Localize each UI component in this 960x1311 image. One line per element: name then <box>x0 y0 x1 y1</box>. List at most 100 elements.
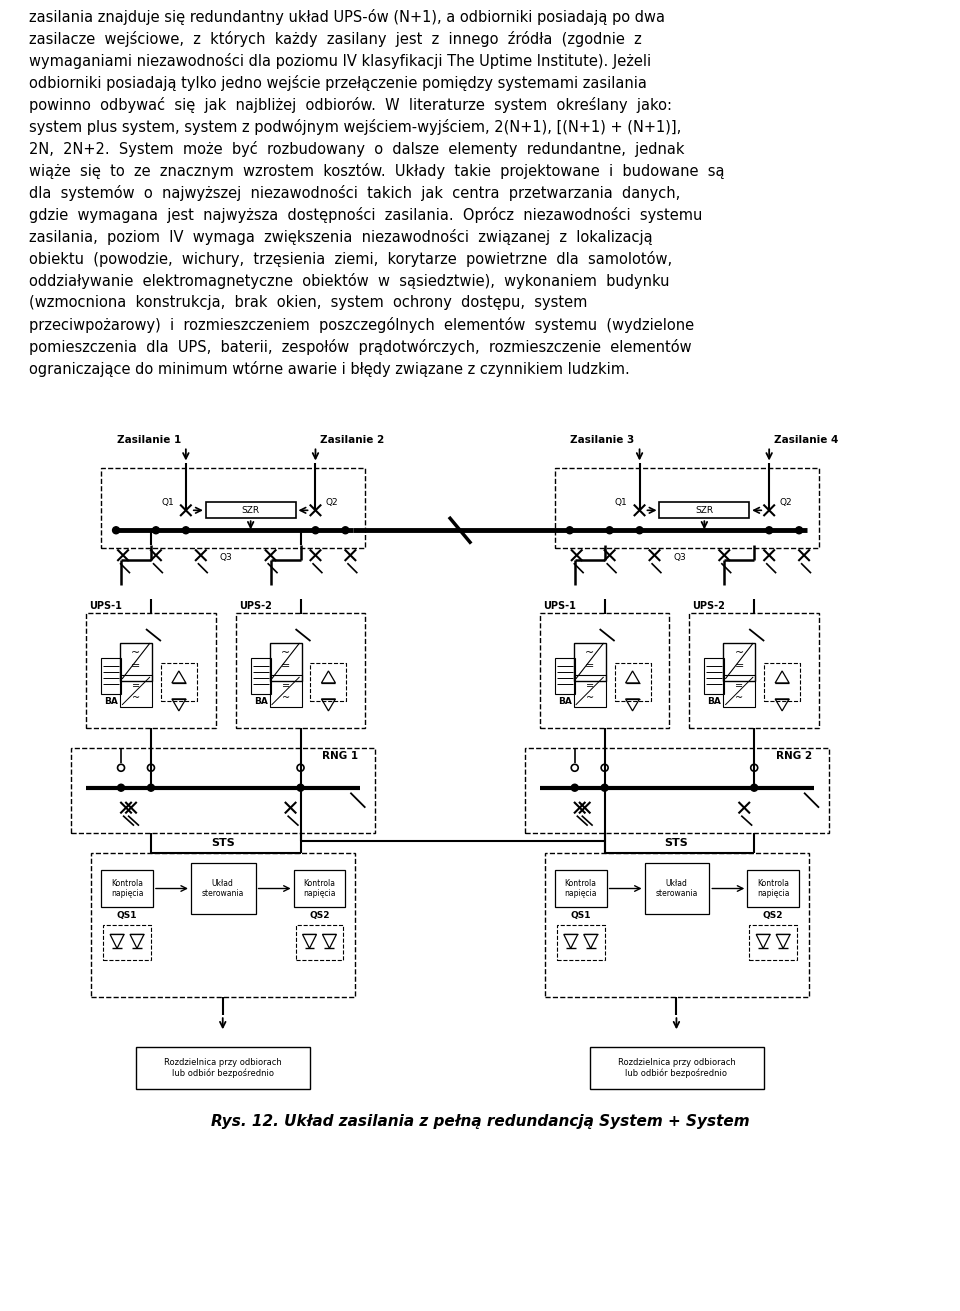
Bar <box>660 502 749 518</box>
Text: Q3: Q3 <box>673 553 685 561</box>
Text: BA: BA <box>104 697 118 707</box>
Text: =: = <box>735 680 743 691</box>
Text: system plus system, system z podwójnym wejściem-wyjściem, 2(N+1), [(N+1) + (N+1): system plus system, system z podwójnym w… <box>30 119 682 135</box>
Bar <box>86 614 216 728</box>
Bar <box>91 852 355 998</box>
Text: Q2: Q2 <box>780 498 792 507</box>
Text: BA: BA <box>558 697 572 707</box>
Text: Zasilanie 3: Zasilanie 3 <box>570 435 635 446</box>
Bar <box>555 468 819 548</box>
Text: oddziaływanie  elektromagnetyczne  obiektów  w  sąsiedztwie),  wykonaniem  budyn: oddziaływanie elektromagnetyczne obiektó… <box>30 273 670 288</box>
Text: (wzmocniona  konstrukcja,  brak  okien,  system  ochrony  dostępu,  system: (wzmocniona konstrukcja, brak okien, sys… <box>30 295 588 309</box>
Text: BA: BA <box>253 697 268 707</box>
Text: odbiorniki posiadają tylko jedno wejście przełączenie pomiędzy systemami zasilan: odbiorniki posiadają tylko jedno wejście… <box>30 75 647 92</box>
Text: SZR: SZR <box>695 506 713 515</box>
Text: Rys. 12. Układ zasilania z pełną redundancją System + System: Rys. 12. Układ zasilania z pełną redunda… <box>210 1114 750 1129</box>
Circle shape <box>601 784 608 792</box>
Bar <box>120 675 152 707</box>
Circle shape <box>796 527 803 534</box>
Bar <box>747 869 799 907</box>
Circle shape <box>342 527 348 534</box>
Bar <box>614 663 651 701</box>
Bar <box>749 926 797 961</box>
Bar <box>101 658 121 694</box>
Text: Q2: Q2 <box>325 498 338 507</box>
Circle shape <box>153 527 159 534</box>
Circle shape <box>751 784 757 792</box>
Text: Układ
sterowania: Układ sterowania <box>656 878 698 898</box>
Text: UPS-1: UPS-1 <box>542 602 576 611</box>
Bar <box>557 926 605 961</box>
Bar <box>136 1047 310 1089</box>
Text: ~: ~ <box>585 648 594 658</box>
Text: ograniczające do minimum wtórne awarie i błędy związane z czynnikiem ludzkim.: ograniczające do minimum wtórne awarie i… <box>30 361 630 376</box>
Text: STS: STS <box>664 838 688 848</box>
Bar <box>205 502 296 518</box>
Circle shape <box>117 784 125 792</box>
Text: UPS-1: UPS-1 <box>89 602 122 611</box>
Bar <box>723 642 756 680</box>
Circle shape <box>148 784 155 792</box>
Text: Kontrola
napięcia: Kontrola napięcia <box>110 878 143 898</box>
Text: =: = <box>586 680 593 691</box>
Circle shape <box>571 784 578 792</box>
Circle shape <box>297 784 304 792</box>
Text: ~: ~ <box>586 694 593 703</box>
Text: ~: ~ <box>735 694 743 703</box>
Text: =: = <box>281 680 290 691</box>
Text: pomieszczenia  dla  UPS,  baterii,  zespołów  prądotwórczych,  rozmieszczenie  e: pomieszczenia dla UPS, baterii, zespołów… <box>30 338 692 355</box>
Text: Zasilanie 2: Zasilanie 2 <box>321 435 385 446</box>
Text: Rozdzielnica przy odbiorach
lub odbiór bezpośrednio: Rozdzielnica przy odbiorach lub odbiór b… <box>164 1058 281 1078</box>
Text: =: = <box>132 680 140 691</box>
Bar <box>555 869 607 907</box>
Bar <box>270 642 301 680</box>
Text: przeciwpożarowy)  i  rozmieszczeniem  poszczególnych  elementów  systemu  (wydzi: przeciwpożarowy) i rozmieszczeniem poszc… <box>30 317 694 333</box>
Bar <box>270 675 301 707</box>
Text: ~: ~ <box>132 648 140 658</box>
Text: ~: ~ <box>281 694 290 703</box>
Text: zasilacze  wejściowe,  z  których  każdy  zasilany  jest  z  innego  źródła  (zg: zasilacze wejściowe, z których każdy zas… <box>30 31 642 47</box>
Text: UPS-2: UPS-2 <box>239 602 272 611</box>
Circle shape <box>606 527 613 534</box>
Text: Układ
sterowania: Układ sterowania <box>202 878 244 898</box>
Bar <box>294 869 346 907</box>
Bar <box>251 658 271 694</box>
Text: Rozdzielnica przy odbiorach
lub odbiór bezpośrednio: Rozdzielnica przy odbiorach lub odbiór b… <box>617 1058 735 1078</box>
Text: 2N,  2N+2.  System  może  być  rozbudowany  o  dalsze  elementy  redundantne,  j: 2N, 2N+2. System może być rozbudowany o … <box>30 142 684 157</box>
Text: BA: BA <box>708 697 721 707</box>
Bar <box>101 869 153 907</box>
Text: ~: ~ <box>281 648 290 658</box>
Circle shape <box>112 527 120 534</box>
Text: powinno  odbywać  się  jak  najbliżej  odbiorów.  W  literaturze  system  określ: powinno odbywać się jak najbliżej odbior… <box>30 97 672 113</box>
Text: =: = <box>281 661 290 671</box>
Circle shape <box>636 527 643 534</box>
Bar <box>764 663 800 701</box>
Bar <box>589 1047 764 1089</box>
Text: wiąże  się  to  ze  znacznym  wzrostem  kosztów.  Układy  takie  projektowane  i: wiąże się to ze znacznym wzrostem kosztó… <box>30 163 725 180</box>
Text: =: = <box>734 661 744 671</box>
Bar <box>101 468 366 548</box>
Bar <box>103 926 151 961</box>
Text: zasilania znajduje się redundantny układ UPS-ów (N+1), a odbiorniki posiadają po: zasilania znajduje się redundantny układ… <box>30 9 665 25</box>
Bar <box>310 663 347 701</box>
Bar <box>689 614 819 728</box>
Bar <box>545 852 809 998</box>
Text: Kontrola
napięcia: Kontrola napięcia <box>303 878 336 898</box>
Text: wymaganiami niezawodności dla poziomu IV klasyfikacji The Uptime Institute). Jeż: wymaganiami niezawodności dla poziomu IV… <box>30 54 652 69</box>
Text: ~: ~ <box>132 694 140 703</box>
Bar <box>296 926 344 961</box>
Bar <box>555 658 575 694</box>
Text: STS: STS <box>211 838 234 848</box>
Bar <box>540 614 669 728</box>
Text: RNG 2: RNG 2 <box>776 751 812 760</box>
Bar <box>525 747 829 832</box>
Bar <box>723 675 756 707</box>
Text: SZR: SZR <box>242 506 260 515</box>
Text: Q3: Q3 <box>220 553 232 561</box>
Bar <box>574 675 606 707</box>
Text: Zasilanie 1: Zasilanie 1 <box>116 435 180 446</box>
Circle shape <box>312 527 319 534</box>
Circle shape <box>766 527 773 534</box>
Text: QS1: QS1 <box>117 911 137 920</box>
Circle shape <box>566 527 573 534</box>
